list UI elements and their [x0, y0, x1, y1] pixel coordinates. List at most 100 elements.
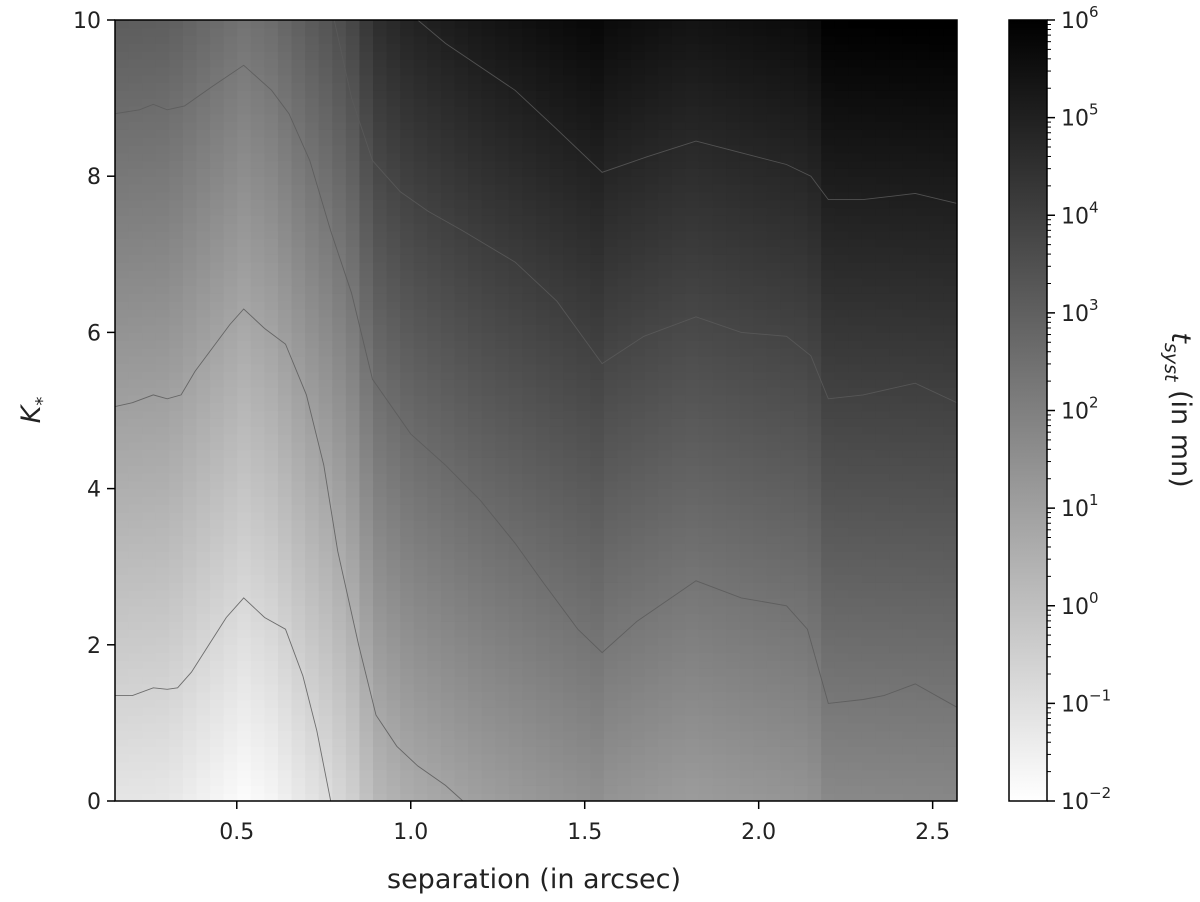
heatmap-cell [698, 605, 714, 615]
heatmap-cell [481, 449, 496, 458]
heatmap-cell [305, 191, 320, 201]
heatmap-cell [726, 105, 741, 115]
heatmap-cell [115, 738, 130, 747]
heatmap-cell [685, 449, 700, 458]
heatmap-cell [413, 730, 428, 740]
heatmap-cell [454, 387, 469, 396]
heatmap-cell [413, 449, 428, 458]
heatmap-cell [305, 605, 320, 615]
heatmap-cell [576, 715, 591, 724]
heatmap-cell [522, 582, 537, 591]
heatmap-cell [712, 152, 727, 162]
heatmap-cell [427, 363, 442, 373]
heatmap-cell [698, 730, 714, 740]
heatmap-cell [318, 754, 333, 763]
heatmap-cell [128, 168, 143, 177]
heatmap-cell [250, 324, 265, 333]
heatmap-cell [345, 215, 361, 224]
heatmap-cell [223, 184, 238, 193]
heatmap-cell [237, 340, 252, 349]
heatmap-cell [305, 230, 320, 240]
heatmap-cell [277, 137, 293, 146]
heatmap-cell [468, 582, 483, 591]
heatmap-cell [386, 207, 401, 216]
heatmap-cell [603, 722, 619, 732]
heatmap-cell [210, 160, 225, 169]
heatmap-cell [128, 371, 143, 380]
heatmap-cell [712, 652, 727, 662]
heatmap-cell [237, 246, 252, 255]
heatmap-cell [495, 348, 510, 357]
heatmap-cell [400, 777, 415, 786]
heatmap-cell [169, 746, 184, 755]
heatmap-cell [264, 176, 279, 185]
heatmap-cell [182, 51, 198, 60]
heatmap-cell [468, 340, 483, 349]
heatmap-cell [345, 793, 361, 801]
heatmap-cell [644, 746, 659, 755]
heatmap-cell [590, 535, 605, 544]
heatmap-cell [508, 668, 524, 677]
heatmap-cell [440, 465, 456, 474]
heatmap-cell [495, 82, 510, 91]
heatmap-cell [169, 574, 184, 583]
heatmap-cell [250, 293, 265, 302]
heatmap-cell [440, 761, 456, 771]
heatmap-cell [223, 82, 238, 91]
heatmap-cell [671, 793, 686, 801]
heatmap-cell [427, 644, 442, 654]
heatmap-cell [373, 316, 388, 326]
heatmap-cell [115, 43, 130, 52]
heatmap-cell [223, 504, 238, 513]
heatmap-cell [522, 785, 537, 794]
heatmap-cell [210, 597, 225, 607]
heatmap-cell [237, 207, 252, 216]
heatmap-cell [508, 348, 524, 357]
heatmap-cell [685, 74, 700, 84]
heatmap-cell [454, 285, 469, 294]
heatmap-cell [658, 668, 673, 677]
heatmap-cell [291, 496, 306, 505]
heatmap-cell [196, 363, 211, 373]
heatmap-cell [250, 27, 265, 37]
heatmap-cell [644, 246, 659, 255]
heatmap-cell [495, 441, 510, 451]
heatmap-cell [223, 722, 238, 732]
heatmap-cell [210, 418, 225, 427]
heatmap-cell [536, 262, 551, 271]
heatmap-cell [753, 176, 768, 185]
heatmap-cell [115, 90, 130, 99]
heatmap-cell [115, 558, 130, 568]
heatmap-cell [576, 308, 591, 318]
heatmap-cell [671, 51, 686, 60]
heatmap-cell [603, 215, 619, 224]
heatmap-cell [318, 722, 333, 732]
heatmap-cell [169, 644, 184, 654]
heatmap-cell [237, 527, 252, 537]
heatmap-cell [318, 238, 333, 248]
heatmap-cell [277, 35, 293, 45]
heatmap-cell [359, 324, 374, 333]
heatmap-cell [495, 449, 510, 458]
heatmap-cell [182, 316, 198, 326]
heatmap-cell [386, 74, 401, 84]
heatmap-cell [250, 480, 265, 490]
heatmap-cell [631, 191, 646, 201]
heatmap-cell [332, 722, 347, 732]
heatmap-cell [780, 387, 795, 396]
heatmap-cell [590, 254, 605, 263]
heatmap-cell [508, 496, 524, 505]
heatmap-cell [780, 324, 795, 333]
heatmap-cell [169, 551, 184, 560]
heatmap-cell [508, 707, 524, 716]
heatmap-cell [644, 90, 659, 99]
heatmap-cell [318, 51, 333, 60]
heatmap-cell [128, 144, 143, 154]
heatmap-cell [631, 324, 646, 333]
heatmap-cell [522, 402, 537, 412]
heatmap-cell [237, 51, 252, 60]
heatmap-cell [508, 761, 524, 771]
heatmap-cell [454, 691, 469, 701]
heatmap-cell [155, 238, 170, 248]
heatmap-cell [115, 644, 130, 654]
